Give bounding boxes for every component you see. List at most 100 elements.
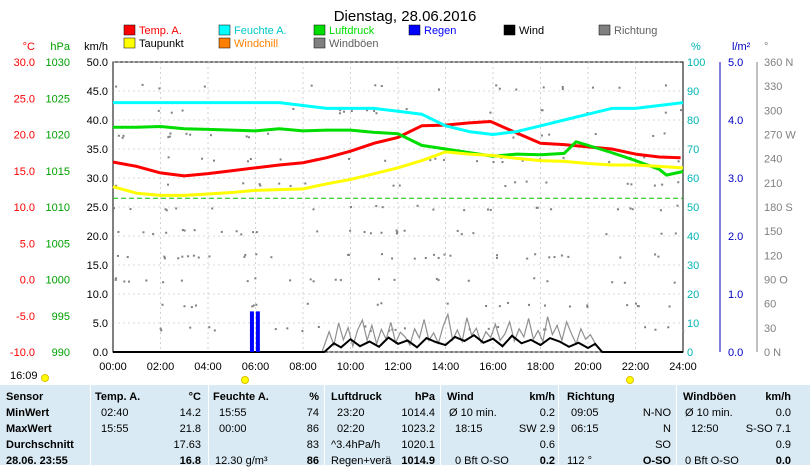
direction-dot [375, 205, 378, 208]
header-direction: Richtung [567, 391, 615, 403]
series-line-feuchte-a- [113, 101, 684, 136]
direction-dot [545, 181, 548, 184]
rain-bar [249, 311, 254, 352]
direction-dot [634, 302, 637, 305]
direction-dot [677, 160, 680, 163]
direction-dot [187, 255, 190, 258]
direction-dot [380, 85, 383, 88]
direction-dot [252, 231, 255, 234]
axis-tick-dir: 240 [764, 154, 782, 166]
direction-dot [177, 257, 180, 260]
direction-dot [189, 326, 192, 329]
axis-tick-pct: 90 [687, 86, 699, 98]
direction-dot [544, 304, 547, 307]
direction-dot [375, 112, 378, 115]
axis-tick-rain: 3.0 [728, 173, 743, 185]
direction-dot [553, 256, 556, 259]
direction-dot [680, 109, 683, 112]
direction-dot [274, 328, 277, 331]
direction-dot [121, 136, 124, 139]
wind-line [113, 333, 683, 353]
direction-dot [467, 279, 470, 282]
direction-dot [242, 182, 245, 185]
direction-dot [376, 303, 379, 306]
header-sensor: Sensor [6, 391, 44, 403]
direction-dot [289, 279, 292, 282]
direction-dot [676, 204, 679, 207]
direction-dot [405, 108, 408, 111]
pressure-avg-value: 1020.1 [401, 439, 435, 451]
gust-min-time: Ø 10 min. [685, 407, 733, 419]
direction-dot [183, 229, 186, 232]
axis-tick-rain: 0.0 [728, 347, 743, 359]
axis-tick-temp: 0.0 [20, 275, 35, 287]
x-tick-label: 18:00 [527, 361, 555, 373]
direction-dot [608, 161, 611, 164]
pressure-min-time: 23:20 [337, 407, 365, 419]
direction-dot [435, 277, 438, 280]
direction-dot [167, 136, 170, 139]
axis-unit-pct: % [691, 41, 701, 53]
axis-tick-dir: 30 [764, 323, 776, 335]
axis-tick-kmh: 25.0 [87, 202, 108, 214]
direction-column: Richtung 09:05 N-NO 06:15 N SO 112 ° O-S… [558, 385, 677, 467]
legend-label: Regen [424, 25, 456, 37]
gust-min-value: 0.0 [775, 407, 791, 419]
x-tick-label: 10:00 [337, 361, 365, 373]
direction-dot [550, 208, 553, 211]
humidity-avg-value: 83 [306, 439, 319, 451]
pressure-min-value: 1014.4 [401, 407, 435, 419]
direction-dot [568, 305, 571, 308]
direction-dot [396, 230, 399, 233]
direction-dot [211, 207, 214, 210]
direction-dot [213, 329, 216, 332]
legend-swatch [598, 24, 611, 36]
weather-chart: Dienstag, 28.06.2016 Temp. A. Feuchte A. Lu… [10, 8, 796, 384]
direction-dot [348, 253, 351, 256]
direction-dot [208, 255, 211, 258]
direction-dot [116, 254, 119, 257]
direction-dot [434, 157, 437, 160]
direction-dot [129, 208, 132, 211]
direction-dot [165, 209, 168, 212]
axis-tick-dir: 90 O [764, 275, 788, 287]
x-tick-label: 08:00 [289, 361, 317, 373]
axis-tick-kmh: 10.0 [87, 289, 108, 301]
legend-label: Windböen [329, 38, 379, 50]
direction-dot [514, 181, 517, 184]
direction-dot [220, 230, 223, 233]
direction-dot [525, 180, 528, 183]
axis-tick-temp: 30.0 [14, 57, 35, 69]
direction-dot [460, 233, 463, 236]
axis-tick-dir: 270 W [764, 130, 796, 142]
direction-dot [114, 278, 117, 281]
direction-dot [496, 254, 499, 257]
gust-max-time: 12:50 [691, 423, 719, 435]
pressure-max-value: 1023.2 [401, 423, 435, 435]
direction-dot [366, 109, 369, 112]
axis-tick-kmh: 40.0 [87, 115, 108, 127]
sun-marker-icon [241, 376, 249, 384]
wind-min-value: 0.2 [539, 407, 555, 419]
direction-dot [498, 305, 501, 308]
direction-dot [388, 329, 391, 332]
axis-tick-pct: 70 [687, 144, 699, 156]
direction-current-value: O-SO [642, 455, 671, 467]
direction-dot [369, 232, 372, 235]
direction-dot [495, 256, 498, 259]
direction-dot [463, 209, 466, 212]
direction-dot [416, 204, 419, 207]
direction-dot [623, 281, 626, 284]
direction-dot [142, 231, 145, 234]
axis-tick-pct: 80 [687, 115, 699, 127]
direction-dot [245, 135, 248, 138]
direction-dot [663, 132, 666, 135]
sensor-column: Sensor MinWert MaxWert Durchschnitt 28.0… [0, 385, 90, 467]
direction-dot [334, 278, 337, 281]
direction-dot [162, 281, 165, 284]
axis-tick-hpa: 1015 [46, 166, 70, 178]
legend-swatch [123, 37, 136, 49]
axis-unit-rain: l/m² [732, 41, 751, 53]
pressure-trend: ^3.4hPa/h [331, 439, 381, 451]
axis-tick-pct: 60 [687, 173, 699, 185]
